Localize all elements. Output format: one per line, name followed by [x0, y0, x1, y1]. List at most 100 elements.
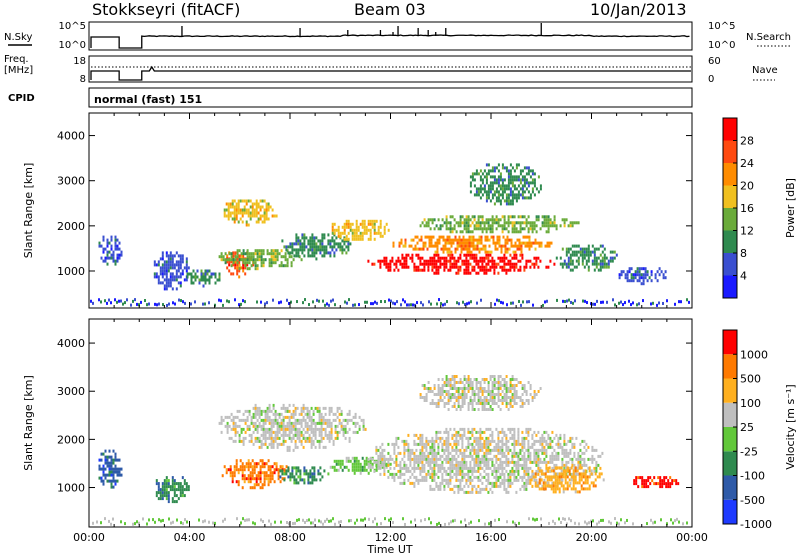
velocity-colorbar-label: Velocity [m s⁻¹]	[784, 384, 797, 469]
power-ytick-label-2: 3000	[57, 175, 85, 188]
power-echo-band-9	[392, 235, 553, 254]
nsky-panel: N.Sky 10^5 10^0 10^5 10^0 N.Search	[4, 21, 791, 51]
power-echo-band-0	[98, 235, 123, 266]
velocity-echo-band-6	[367, 427, 604, 494]
freq-label: Freq.	[4, 54, 29, 65]
nave-tick-bottom: 0	[708, 74, 714, 85]
velocity-echo-band-3	[279, 466, 330, 485]
velocity-colorbar-tick-6: -500	[740, 494, 765, 507]
nsky-tick-bottom: 10^0	[59, 40, 86, 51]
power-colorbar-tick-6: 28	[740, 135, 754, 148]
power-echo-band-13	[618, 267, 667, 286]
freq-panel: Freq. [MHz] 18 8 60 0 Nave	[4, 54, 778, 85]
power-colorbar-tick-3: 16	[740, 202, 754, 215]
freq-tick-top: 18	[73, 56, 86, 67]
time-tick-label-6: 00:00	[676, 531, 708, 544]
velocity-echo-band-1	[155, 476, 190, 504]
velocity-colorbar-tick-3: 25	[740, 421, 754, 434]
velocity-colorbar-swatch-1	[723, 475, 737, 500]
power-colorbar-swatch-3	[723, 208, 737, 231]
power-colorbar-swatch-2	[723, 230, 737, 253]
velocity-colorbar-tick-5: -100	[740, 470, 765, 483]
station-title: Stokkseyri (fitACF)	[92, 0, 240, 19]
power-colorbar-swatch-0	[723, 275, 737, 298]
power-echo-band-8	[367, 253, 556, 275]
velocity-echo-band-4	[218, 403, 367, 452]
power-colorbar: 4 8 12 16 20 24 28 Power [dB]	[722, 117, 797, 299]
power-echo-band-10	[419, 215, 580, 234]
power-ytick-label-1: 2000	[57, 220, 85, 233]
velocity-echo-band-7	[419, 375, 542, 411]
velocity-echo-band-9	[633, 476, 680, 489]
time-tick-label-1: 04:00	[174, 531, 206, 544]
power-ytick-label-3: 4000	[57, 130, 85, 143]
velocity-ytick-label-3: 4000	[57, 337, 85, 350]
nsearch-tick-bottom: 10^0	[708, 40, 735, 51]
power-echo-band-6	[281, 233, 352, 261]
nave-label: Nave	[752, 65, 778, 76]
power-echo-band-1	[153, 251, 190, 291]
velocity-colorbar-tick-4: -25	[740, 445, 758, 458]
power-ytick-label-0: 1000	[57, 265, 85, 278]
nsearch-label: N.Search	[746, 32, 791, 43]
time-tick-label-0: 00:00	[73, 531, 105, 544]
velocity-colorbar-tick-7: -1000	[740, 518, 772, 531]
time-tick-label-2: 08:00	[274, 531, 306, 544]
power-colorbar-swatch-1	[723, 253, 737, 276]
power-colorbar-tick-2: 12	[740, 225, 754, 238]
power-echo-band-2	[186, 269, 221, 288]
velocity-near-range-noise	[92, 517, 688, 526]
time-tick-label-5: 20:00	[576, 531, 608, 544]
velocity-colorbar-swatch-5	[723, 378, 737, 403]
power-colorbar-swatch-6	[723, 140, 737, 163]
velocity-colorbar-swatch-6	[723, 354, 737, 379]
x-axis-label: Time UT	[366, 543, 412, 554]
cpid-label: CPID	[8, 93, 35, 104]
power-colorbar-tick-0: 4	[740, 270, 747, 283]
velocity-colorbar-tick-1: 500	[740, 373, 761, 386]
power-near-range-noise	[90, 298, 690, 307]
power-echo-band-11	[469, 163, 542, 206]
power-echo-band-5	[223, 199, 278, 227]
velocity-colorbar: 1000 500 100 25 -25 -100 -500 -1000 Velocity [m …	[722, 329, 797, 531]
power-colorbar-tick-4: 20	[740, 180, 754, 193]
velocity-colorbar-swatch-4	[723, 402, 737, 427]
power-colorbar-swatch-4	[723, 185, 737, 208]
velocity-plot: 1000 2000 3000 4000 Slant Range [km]	[22, 318, 693, 528]
power-y-axis-label: Slant Range [km]	[22, 163, 35, 259]
nsky-label: N.Sky	[4, 32, 32, 43]
power-plot: 1000 2000 3000 4000 Slant Range [km]	[22, 112, 693, 309]
velocity-y-axis-label: Slant Range [km]	[22, 375, 35, 471]
velocity-ytick-label-0: 1000	[57, 482, 85, 495]
power-echo-band-7	[331, 219, 390, 241]
power-echo-band-12	[555, 244, 618, 272]
nave-tick-top: 60	[708, 56, 721, 67]
velocity-ytick-label-1: 2000	[57, 433, 85, 446]
nsky-tick-top: 10^5	[59, 21, 86, 32]
power-colorbar-label: Power [dB]	[784, 178, 797, 238]
velocity-colorbar-swatch-3	[723, 427, 737, 452]
velocity-colorbar-swatch-7	[723, 330, 737, 355]
velocity-echo-band-2	[221, 459, 290, 490]
time-axis: 00:00 04:00 08:00 12:00 16:00 20:00 00:00	[73, 531, 708, 544]
time-tick-label-4: 16:00	[475, 531, 507, 544]
power-colorbar-tick-1: 8	[740, 247, 747, 260]
power-echo-band-4	[218, 249, 303, 271]
velocity-echo-band-0	[98, 449, 123, 489]
freq-tick-bottom: 8	[80, 74, 86, 85]
nsearch-tick-top: 10^5	[708, 21, 735, 32]
date-label: 10/Jan/2013	[590, 0, 687, 19]
power-colorbar-swatch-7	[723, 118, 737, 141]
cpid-text: normal (fast) 151	[94, 93, 202, 106]
beam-label: Beam 03	[354, 0, 426, 19]
power-colorbar-tick-5: 24	[740, 157, 754, 170]
power-colorbar-swatch-5	[723, 163, 737, 186]
velocity-echo-band-8	[530, 466, 605, 494]
time-tick-label-3: 12:00	[375, 531, 407, 544]
velocity-colorbar-swatch-0	[723, 499, 737, 524]
velocity-colorbar-swatch-2	[723, 451, 737, 476]
freq-unit: [MHz]	[4, 65, 33, 76]
velocity-ytick-label-2: 3000	[57, 385, 85, 398]
velocity-echo-band-5	[329, 456, 392, 475]
